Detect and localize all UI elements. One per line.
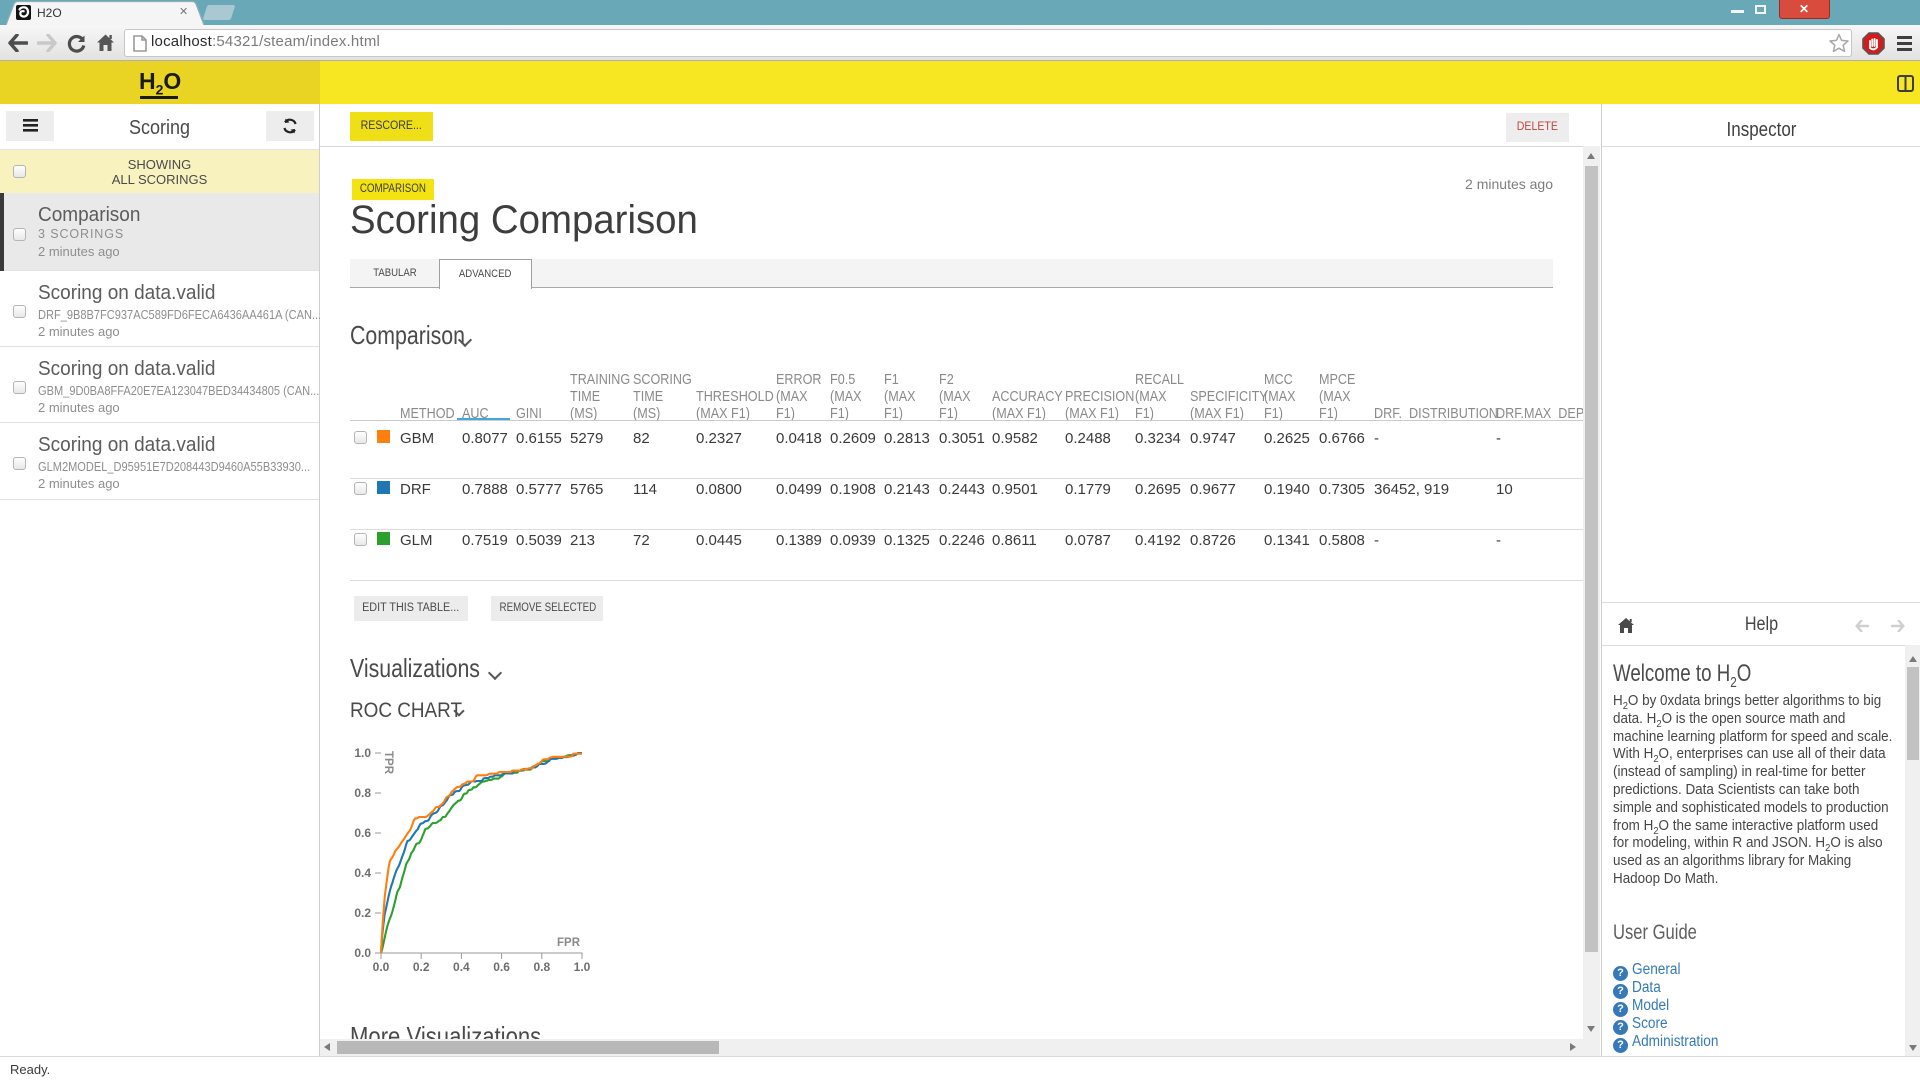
svg-text:0.2: 0.2 xyxy=(354,906,371,920)
svg-text:0.4: 0.4 xyxy=(453,960,470,974)
svg-text:TPR: TPR xyxy=(382,751,394,775)
svg-text:1.0: 1.0 xyxy=(354,746,371,760)
svg-text:0.6: 0.6 xyxy=(493,960,510,974)
svg-text:0.4: 0.4 xyxy=(354,866,371,880)
svg-text:FPR: FPR xyxy=(557,937,581,949)
svg-text:0.0: 0.0 xyxy=(373,960,390,974)
svg-text:0.2: 0.2 xyxy=(413,960,430,974)
svg-text:1.0: 1.0 xyxy=(574,960,591,974)
svg-text:0.6: 0.6 xyxy=(354,826,371,840)
svg-text:0.8: 0.8 xyxy=(354,786,371,800)
svg-text:0.8: 0.8 xyxy=(533,960,550,974)
svg-text:0.0: 0.0 xyxy=(354,946,371,960)
